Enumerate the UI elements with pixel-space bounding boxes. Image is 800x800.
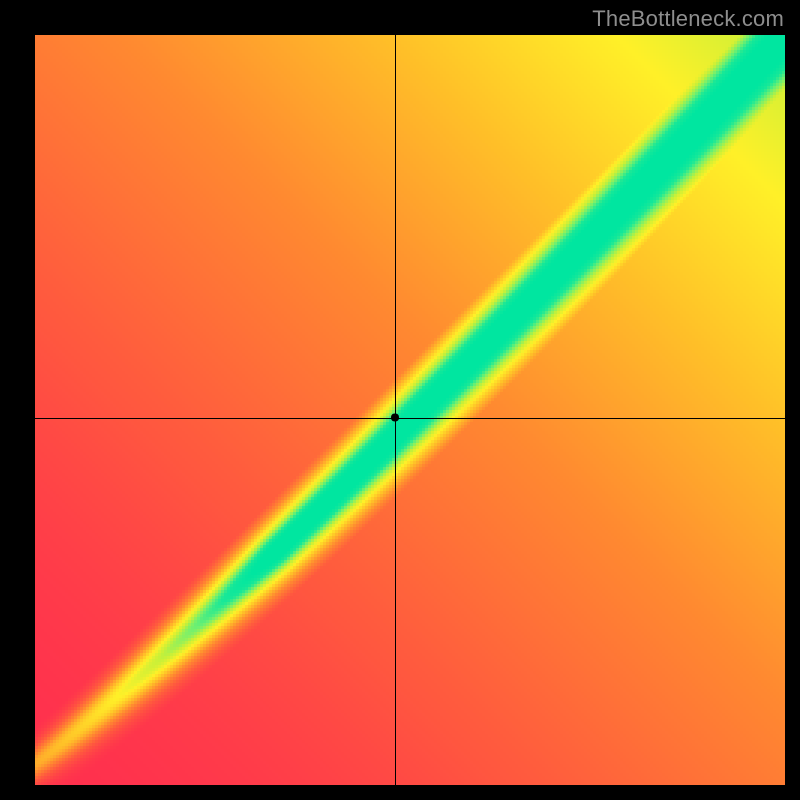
bottleneck-heatmap (0, 0, 800, 800)
attribution-text: TheBottleneck.com (592, 6, 784, 32)
